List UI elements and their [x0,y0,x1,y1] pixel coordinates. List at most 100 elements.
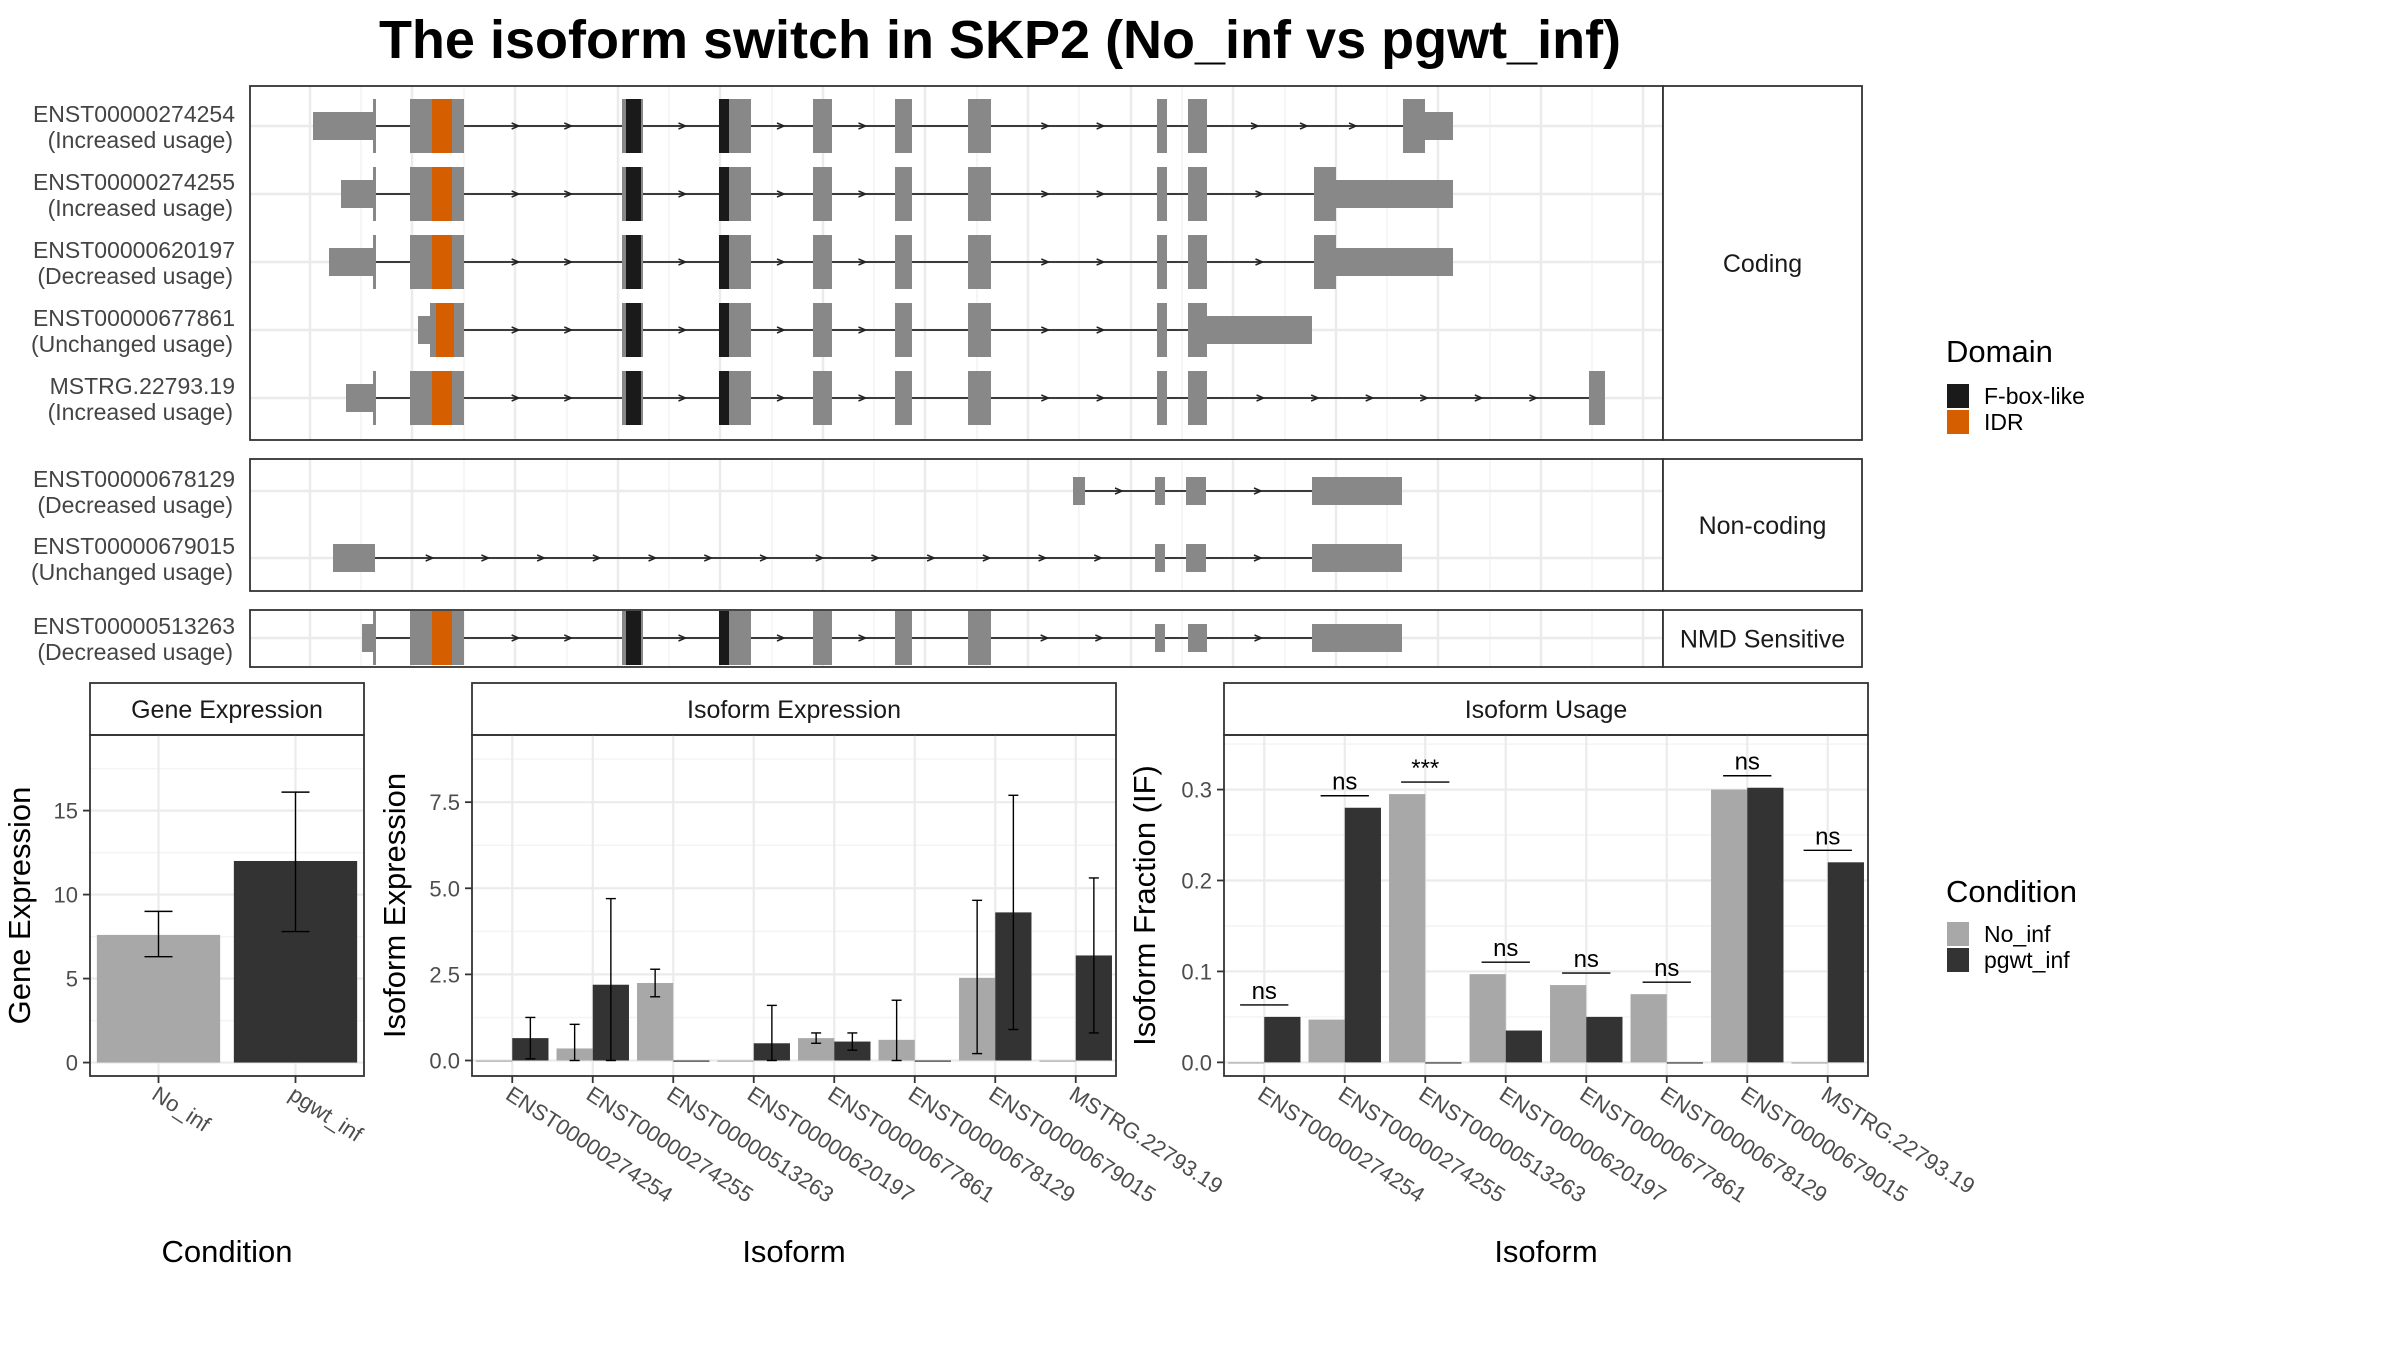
plot-panel-border [1223,734,1869,1077]
coding-exon [813,235,832,289]
bar [914,1060,951,1062]
strand-arrow [1253,487,1263,495]
utr-exon [1336,248,1453,276]
transcript-status-label: (Increased usage) [48,127,233,153]
utr-exon [1073,477,1085,505]
strand-arrow [511,634,521,642]
domain-legend-label: IDR [1984,409,2024,435]
group-strip-label: NMD Sensitive [1680,626,1845,654]
condition-legend-title: Condition [1946,874,2077,909]
strand-arrow [1529,394,1539,402]
isoform-expression-chart: Isoform Expression0.02.55.07.5ENST000002… [377,682,1227,1269]
significance-label: *** [1411,755,1439,782]
utr-exon [1312,624,1402,652]
chart-title: Isoform Expression [687,696,901,724]
y-tick-label: 0.3 [1181,778,1212,803]
fbox-domain [626,167,641,221]
coding-exon [968,303,991,357]
coding-exon [968,167,991,221]
strand-arrow [1255,258,1265,266]
strand-arrow [511,122,521,130]
strand-arrow [1474,394,1484,402]
idr-domain [432,611,452,665]
plot-panel-border [471,734,1117,1077]
y-tick-label: 2.5 [429,962,460,987]
utr-exon [1335,477,1402,505]
utr-exon [1155,544,1165,572]
strand-arrow [564,258,574,266]
bar [1039,1060,1076,1062]
utr-exon [1155,477,1165,505]
bar [834,1041,871,1061]
coding-exon [1157,99,1167,153]
strand-arrow [678,122,688,130]
y-tick-label: 5 [66,967,78,992]
strand-arrow [1256,394,1266,402]
group-strip [1662,458,1863,592]
chart-title: Gene Expression [131,696,323,724]
coding-exon [813,611,832,665]
bar [1791,1062,1828,1064]
coding-exon [373,235,376,289]
utr-exon [1190,544,1206,572]
transcript-id-label: ENST00000274255 [33,169,235,195]
strand-arrow [1040,634,1050,642]
bar [1425,1062,1462,1064]
x-axis-title: Isoform [1494,1234,1597,1269]
transcript-status-label: (Increased usage) [48,399,233,425]
domain-legend-label: F-box-like [1984,383,2085,409]
transcript-row: ENST00000677861(Unchanged usage) [31,303,1312,357]
strand-arrow [592,554,602,562]
y-axis-title: Isoform Expression [377,773,412,1038]
transcript-group-nmd-sensitive: ENST00000513263(Decreased usage) NMD Sens… [33,609,1863,668]
strand-arrow [678,634,688,642]
strand-arrow [536,554,547,562]
transcript-id-label: ENST00000677861 [33,305,235,331]
transcript-id-label: ENST00000620197 [33,237,235,263]
plot-panel-border [89,734,365,1077]
transcript-id-label: MSTRG.22793.19 [50,373,235,399]
fbox-domain [626,99,641,153]
utr-exon [1312,544,1335,572]
utr-exon [1425,112,1453,140]
strand-arrow [1096,190,1106,198]
utr-exon [1336,180,1453,208]
strand-arrow [564,190,574,198]
transcript-status-label: (Decreased usage) [37,263,233,289]
transcript-status-label: (Decreased usage) [37,639,233,665]
coding-exon [1314,167,1336,221]
utr-exon [1312,477,1335,505]
transcript-row: ENST00000274254(Increased usage) [33,99,1453,153]
idr-domain [432,371,452,425]
bar [1228,1062,1265,1064]
coding-exon [1157,167,1167,221]
group-strip-label: Coding [1723,250,1802,278]
coding-exon [813,167,832,221]
coding-exon [373,611,376,665]
fbox-domain [719,611,729,665]
bar [1389,794,1426,1063]
fbox-domain [719,235,729,289]
strand-arrow [678,326,688,334]
bar [1308,1019,1345,1063]
strand-arrow [1253,554,1263,562]
significance-label: ns [1493,935,1518,962]
transcript-row: ENST00000274255(Increased usage) [33,167,1453,221]
transcript-status-label: (Unchanged usage) [31,559,233,585]
y-tick-label: 7.5 [429,790,460,815]
coding-exon [895,371,912,425]
y-tick-label: 0.2 [1181,868,1212,893]
utr-exon [1188,624,1207,652]
coding-exon [1157,371,1167,425]
utr-exon [1207,316,1312,344]
group-strip [1662,85,1863,441]
coding-exon [1188,167,1207,221]
strand-arrow [678,258,688,266]
strand-arrow [1419,394,1430,402]
strand-arrow [759,554,769,562]
coding-exon [1188,303,1207,357]
isoform-usage-chart: Isoform Usage 0.0 0.1 0.2 0.3 ns ns *** ns ns ns ns… [1127,682,1979,1269]
coding-exon [1403,99,1425,153]
strand-arrow [678,394,688,402]
